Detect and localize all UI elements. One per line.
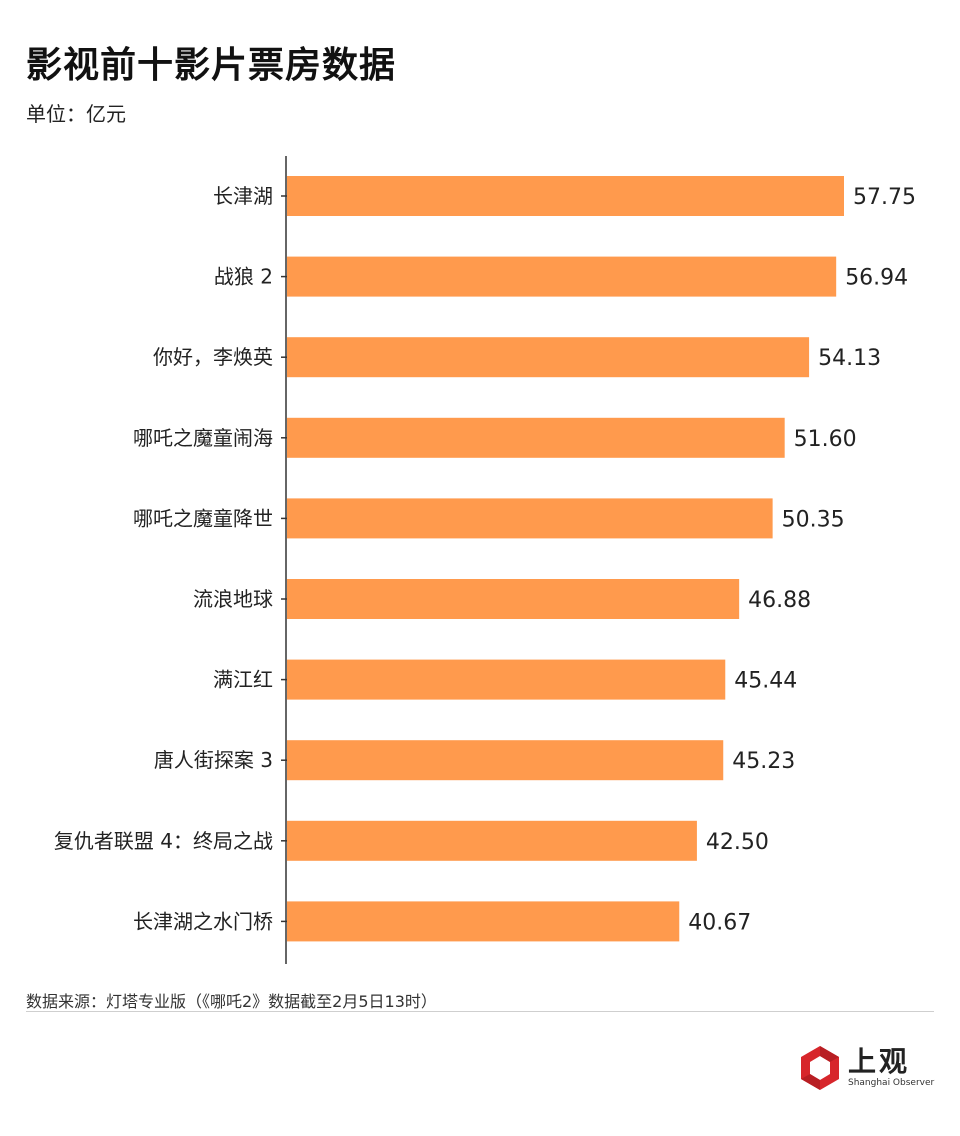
- category-label: 哪吒之魔童降世: [133, 506, 273, 530]
- category-label: 哪吒之魔童闹海: [133, 426, 273, 450]
- chart-title: 影视前十影片票房数据: [26, 45, 397, 86]
- value-label: 40.67: [688, 910, 751, 935]
- footer-divider: [26, 1011, 934, 1012]
- value-label: 54.13: [818, 346, 881, 371]
- shanghai-observer-logo: 上观 Shanghai Observer: [796, 1040, 936, 1096]
- bar-3: [287, 337, 810, 378]
- category-label: 唐人街探案 3: [154, 748, 273, 772]
- value-label: 51.60: [794, 427, 857, 452]
- bar-chart: 长津湖 57.75 战狼 2 56.94 你好，李焕英 54.13 哪吒之魔童闹海 51.60…: [54, 156, 916, 964]
- bar-5: [287, 498, 773, 539]
- bars-group: 长津湖 57.75 战狼 2 56.94 你好，李焕英 54.13 哪吒之魔童闹海 51.60…: [54, 176, 916, 942]
- value-label: 56.94: [845, 266, 908, 291]
- value-label: 57.75: [853, 185, 916, 210]
- bar-8: [287, 740, 724, 781]
- bar-1: [287, 176, 844, 216]
- bar-2: [287, 256, 837, 297]
- bar-7: [287, 659, 726, 700]
- unit-label: 单位：亿元: [26, 102, 126, 126]
- category-label: 复仇者联盟 4：终局之战: [54, 829, 273, 853]
- category-label: 流浪地球: [193, 587, 273, 611]
- value-label: 46.88: [748, 588, 811, 613]
- source-note: 数据来源：灯塔专业版（《哪吒2》数据截至2月5日13时）: [26, 992, 437, 1011]
- category-label: 长津湖: [213, 184, 273, 208]
- value-label: 42.50: [706, 830, 769, 855]
- bar-10: [287, 901, 680, 942]
- category-label: 战狼 2: [214, 265, 273, 289]
- bar-6: [287, 579, 740, 619]
- category-label: 长津湖之水门桥: [133, 909, 273, 933]
- value-label: 50.35: [782, 507, 845, 532]
- bar-4: [287, 417, 785, 458]
- value-label: 45.23: [732, 749, 795, 774]
- category-label: 你好，李焕英: [153, 345, 273, 369]
- logo-subtext: Shanghai Observer: [848, 1078, 935, 1088]
- bar-9: [287, 820, 697, 861]
- logo-text: 上观: [848, 1045, 911, 1078]
- category-label: 满江红: [213, 668, 273, 692]
- value-label: 45.44: [734, 669, 797, 694]
- logo-mark-icon: [801, 1046, 839, 1090]
